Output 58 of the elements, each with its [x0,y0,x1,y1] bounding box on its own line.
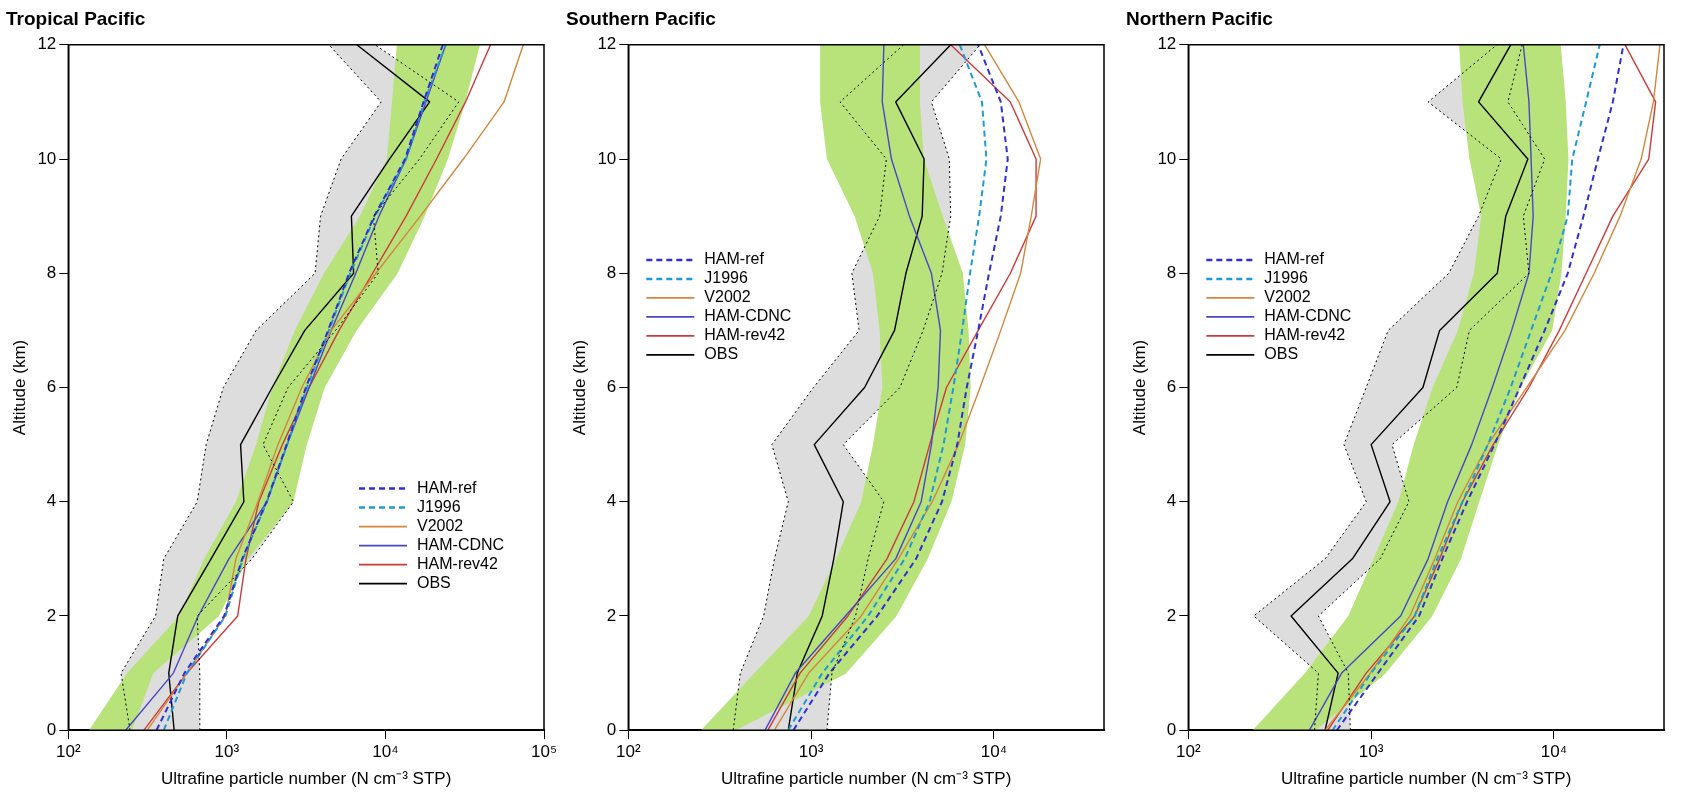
chart-title: Tropical Pacific [6,7,146,29]
x-axis-title: Ultrafine particle number (N cm⁻³ STP) [1280,769,1572,789]
y-axis-title: Altitude (km) [569,339,589,436]
legend-label: J1996 [1264,269,1308,287]
y-tick-label: 4 [606,491,617,511]
legend-label: V2002 [1264,288,1311,306]
y-tick-label: 2 [46,605,57,625]
legend-label: HAM-CDNC [704,307,792,325]
y-tick-label: 2 [1166,605,1177,625]
x-tick-label: 10³ [214,742,240,762]
legend-label: HAM-CDNC [417,536,505,554]
x-tick-label: 10³ [1358,742,1384,762]
chart-title: Northern Pacific [1126,7,1274,29]
y-tick-label: 6 [46,377,57,397]
y-tick-label: 10 [597,148,617,168]
legend-label: OBS [1264,345,1299,363]
x-tick-label: 10³ [798,742,824,762]
x-tick-label: 10⁴ [980,742,1008,762]
legend-label: HAM-rev42 [417,555,499,573]
legend-label: HAM-ref [1264,250,1325,268]
y-tick-label: 8 [46,262,57,282]
y-tick-label: 0 [1166,719,1177,739]
y-tick-label: 10 [37,148,57,168]
legend-label: OBS [704,345,739,363]
y-tick-label: 4 [46,491,57,511]
y-axis-title: Altitude (km) [1129,339,1149,436]
y-tick-label: 12 [37,34,57,54]
y-tick-label: 8 [606,262,617,282]
y-tick-label: 6 [606,377,617,397]
legend-label: V2002 [704,288,751,306]
y-axis-title: Altitude (km) [9,339,29,436]
legend-label: HAM-ref [704,250,765,268]
legend-label: HAM-rev42 [704,326,786,344]
legend-label: J1996 [704,269,748,287]
x-tick-label: 10² [1176,742,1201,762]
y-tick-label: 10 [1157,148,1177,168]
legend-label: HAM-rev42 [1264,326,1346,344]
legend-label: J1996 [417,498,461,516]
y-tick-label: 2 [606,605,617,625]
y-tick-label: 12 [1157,34,1177,54]
y-tick-label: 12 [597,34,617,54]
y-tick-label: 6 [1166,377,1177,397]
legend-label: HAM-ref [417,479,478,497]
y-tick-label: 0 [606,719,617,739]
x-tick-label: 10⁴ [1540,742,1568,762]
y-tick-label: 4 [1166,491,1177,511]
x-tick-label: 10² [56,742,81,762]
x-tick-label: 10⁴ [372,742,399,762]
chart-title: Southern Pacific [566,7,717,29]
x-tick-label: 10⁵ [531,742,557,762]
legend-label: HAM-CDNC [1264,307,1352,325]
x-axis-title: Ultrafine particle number (N cm⁻³ STP) [720,769,1012,789]
y-tick-label: 0 [46,719,57,739]
x-axis-title: Ultrafine particle number (N cm⁻³ STP) [160,769,452,789]
legend-label: OBS [417,574,451,592]
legend-label: V2002 [417,517,464,535]
y-tick-label: 8 [1166,262,1177,282]
x-tick-label: 10² [616,742,641,762]
